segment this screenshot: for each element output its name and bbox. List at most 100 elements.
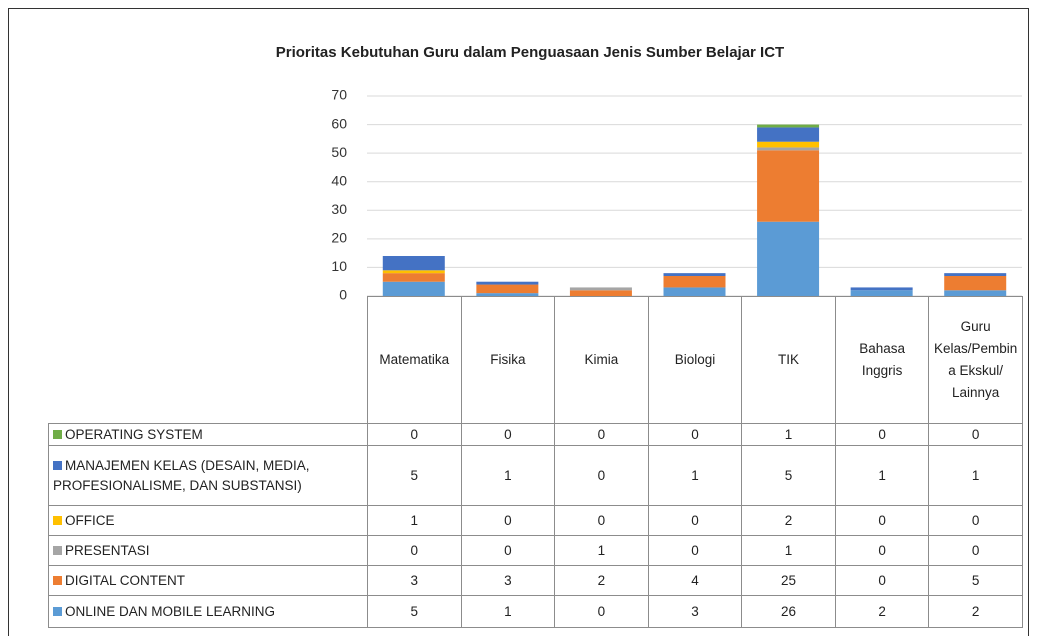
value-cell: 0 <box>460 535 556 566</box>
data-table: Matematika Fisika Kimia Biologi TIK Bahasa In… <box>48 296 1023 628</box>
bar-segment <box>944 273 1007 276</box>
value-cell: 0 <box>367 423 462 446</box>
legend-entry: PRESENTASI <box>48 535 368 566</box>
legend-label: OFFICE <box>65 512 115 528</box>
value-cell: 1 <box>741 423 836 446</box>
value-cell: 0 <box>647 423 743 446</box>
value-cell: 0 <box>834 535 930 566</box>
value-cell: 1 <box>647 445 743 506</box>
y-tick-label: 50 <box>331 144 347 160</box>
legend-label: MANAJEMEN KELAS (DESAIN, MEDIA, PROFESIO… <box>53 457 310 493</box>
legend-entry: OFFICE <box>48 505 368 536</box>
value-cell: 4 <box>647 565 743 596</box>
value-cell: 5 <box>367 595 462 628</box>
legend-entry: ONLINE DAN MOBILE LEARNING <box>48 595 368 628</box>
bar-segment <box>757 141 820 148</box>
bar-segment <box>382 270 445 274</box>
value-cell: 1 <box>367 505 462 536</box>
value-cell: 0 <box>367 535 462 566</box>
series-row: OPERATING SYSTEM 0 0 0 0 1 0 0 <box>48 423 1023 446</box>
legend-swatch <box>53 460 62 470</box>
value-cell: 2 <box>741 505 836 536</box>
y-tick-label: 10 <box>331 258 347 274</box>
value-cell: 26 <box>741 595 836 628</box>
bar-segment <box>757 150 820 222</box>
value-cell: 3 <box>367 565 462 596</box>
chart-title: Prioritas Kebutuhan Guru dalam Penguasaa… <box>276 44 784 61</box>
chart-border <box>8 8 1029 636</box>
bar-segment <box>944 290 1007 296</box>
value-cell: 1 <box>741 535 836 566</box>
value-cell: 0 <box>928 423 1023 446</box>
bar-segment <box>476 293 539 296</box>
series-row: MANAJEMEN KELAS (DESAIN, MEDIA, PROFESIO… <box>48 445 1023 506</box>
legend-label: DIGITAL CONTENT <box>65 572 186 588</box>
series-row: DIGITAL CONTENT 3 3 2 4 25 0 5 <box>48 565 1023 596</box>
value-cell: 0 <box>554 445 649 506</box>
value-cell: 5 <box>741 445 836 506</box>
y-tick-label: 20 <box>331 230 347 246</box>
category-label: Biologi <box>647 296 743 424</box>
bar-segment <box>476 281 539 285</box>
value-cell: 0 <box>834 423 930 446</box>
value-cell: 2 <box>554 565 649 596</box>
value-cell: 1 <box>554 535 649 566</box>
category-label: Matematika <box>367 296 462 424</box>
value-cell: 3 <box>460 565 556 596</box>
category-label: Guru Kelas/Pembina Ekskul/ Lainnya <box>928 296 1023 424</box>
bar-segment <box>569 287 632 291</box>
value-cell: 0 <box>554 505 649 536</box>
value-cell: 0 <box>647 535 743 566</box>
category-label: TIK <box>741 296 836 424</box>
value-cell: 1 <box>928 445 1023 506</box>
legend-entry: MANAJEMEN KELAS (DESAIN, MEDIA, PROFESIO… <box>48 445 368 506</box>
legend-swatch <box>53 545 62 555</box>
header-row: Matematika Fisika Kimia Biologi TIK Bahasa In… <box>48 296 1023 424</box>
legend-swatch <box>53 429 62 439</box>
bar-segment <box>663 276 726 288</box>
value-cell: 0 <box>554 423 649 446</box>
bar-segment <box>663 273 726 276</box>
category-label: Kimia <box>554 296 649 424</box>
legend-swatch <box>53 575 62 585</box>
y-tick-label: 30 <box>331 201 347 217</box>
series-row: PRESENTASI 0 0 1 0 1 0 0 <box>48 535 1023 566</box>
series-row: ONLINE DAN MOBILE LEARNING 5 1 0 3 26 2 2 <box>48 595 1023 628</box>
value-cell: 0 <box>834 565 930 596</box>
value-cell: 0 <box>928 535 1023 566</box>
bar-segment <box>382 256 445 271</box>
value-cell: 1 <box>834 445 930 506</box>
corner <box>48 296 368 424</box>
bar-segment <box>476 284 539 294</box>
legend-entry: OPERATING SYSTEM <box>48 423 368 446</box>
value-cell: 2 <box>834 595 930 628</box>
category-label: Fisika <box>460 296 556 424</box>
value-cell: 25 <box>741 565 836 596</box>
bar-segment <box>382 273 445 282</box>
value-cell: 0 <box>834 505 930 536</box>
bar-segment <box>663 287 726 296</box>
value-cell: 3 <box>647 595 743 628</box>
bar-segment <box>569 290 632 296</box>
y-tick-label: 70 <box>331 87 347 103</box>
series-row: OFFICE 1 0 0 0 2 0 0 <box>48 505 1023 536</box>
value-cell: 5 <box>367 445 462 506</box>
y-tick-label: 60 <box>331 115 347 131</box>
y-tick-label: 0 <box>339 287 347 303</box>
legend-label: ONLINE DAN MOBILE LEARNING <box>65 603 276 619</box>
value-cell: 0 <box>554 595 649 628</box>
value-cell: 0 <box>460 423 556 446</box>
value-cell: 0 <box>647 505 743 536</box>
value-cell: 5 <box>928 565 1023 596</box>
y-tick-label: 40 <box>331 172 347 188</box>
bar-segment <box>757 221 820 296</box>
category-label: Bahasa Inggris <box>834 296 930 424</box>
value-cell: 0 <box>928 505 1023 536</box>
legend-swatch <box>53 515 62 525</box>
bar-segment <box>757 124 820 128</box>
bar-segment <box>850 290 913 296</box>
legend-label: OPERATING SYSTEM <box>65 426 203 442</box>
bar-segment <box>944 276 1007 291</box>
